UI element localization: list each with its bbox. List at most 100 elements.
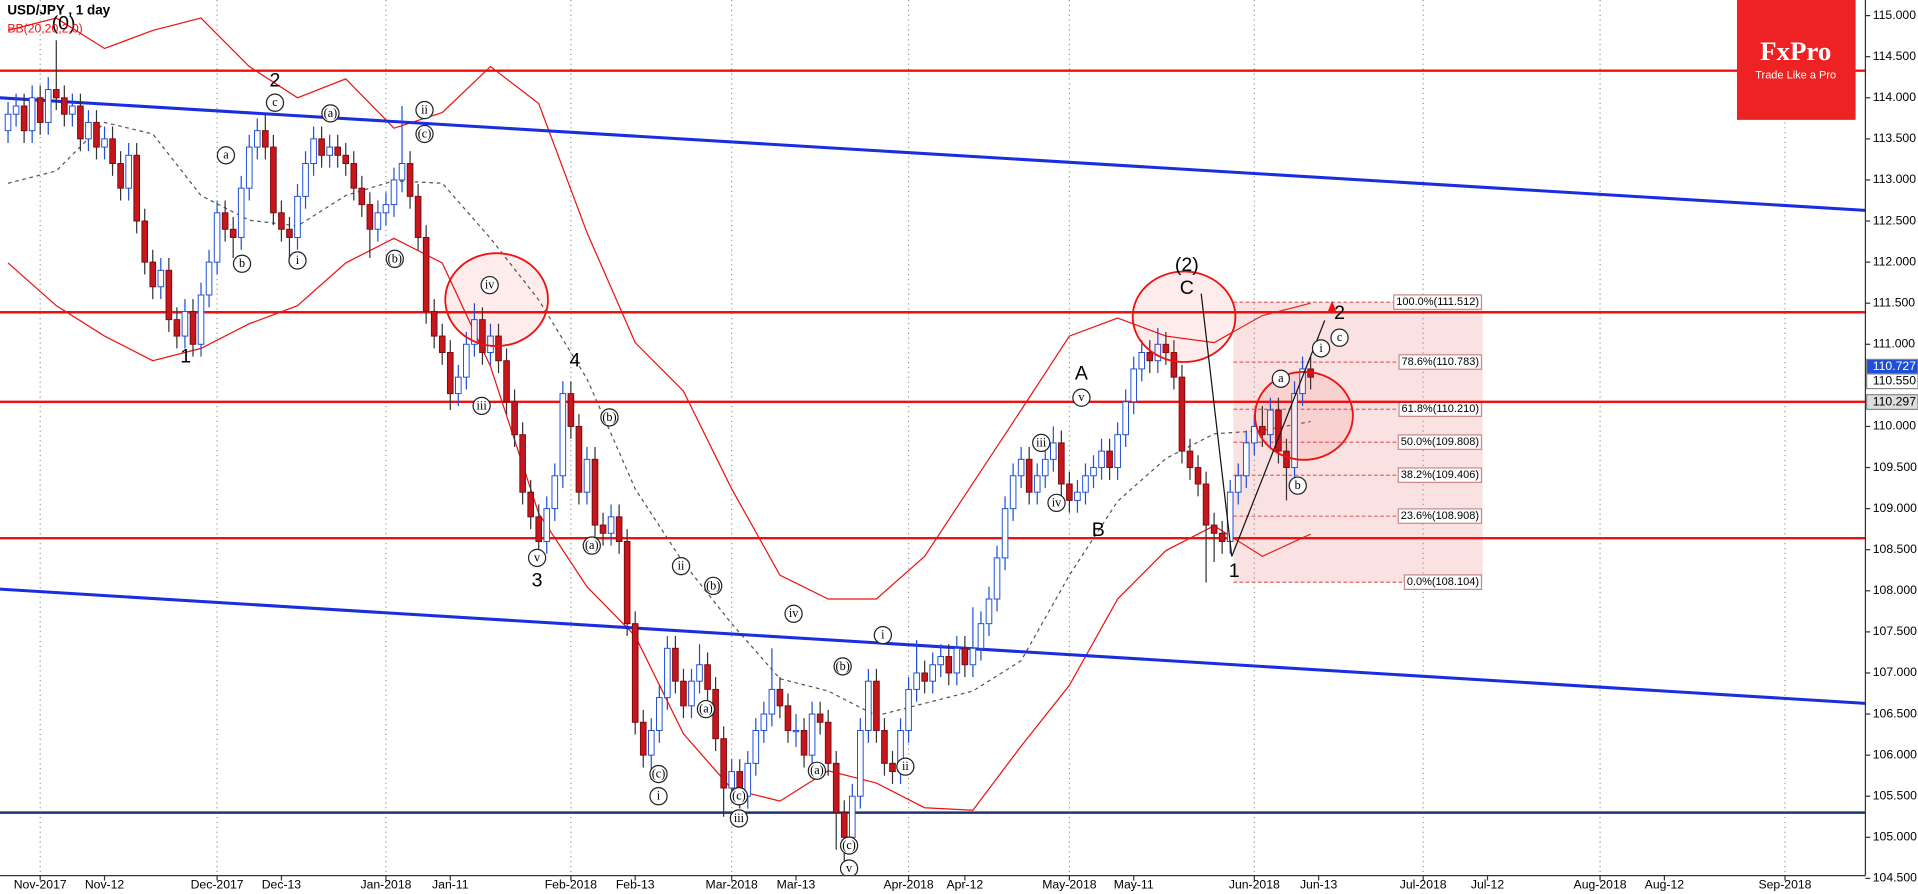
highlight-ellipse	[444, 252, 549, 348]
y-tick-label: 109.000	[1873, 501, 1917, 515]
candle-body	[647, 729, 655, 756]
fib-label: 50.0%(109.808)	[1401, 436, 1479, 448]
candle-body	[1066, 483, 1073, 501]
candle-body	[857, 729, 864, 797]
wave-label: i	[657, 789, 661, 803]
candle-body	[101, 138, 108, 148]
candle-body	[463, 343, 470, 378]
x-tick-label: May-11	[1114, 878, 1154, 892]
wave-label: (c)	[652, 766, 666, 780]
candle-body	[205, 261, 213, 296]
y-tick-label: 114.000	[1873, 90, 1916, 104]
wave-label: ii	[421, 103, 428, 117]
candle-body	[583, 458, 591, 493]
candle-body	[873, 680, 880, 731]
logo-tagline: Trade Like a Pro	[1755, 70, 1836, 82]
candle-body	[4, 113, 12, 132]
fib-label: 38.2%(109.406)	[1401, 469, 1479, 481]
x-tick-label: Dec-13	[262, 878, 302, 892]
x-tick-label: Jan-11	[432, 878, 469, 892]
candle-body	[1186, 450, 1194, 469]
bollinger-upper	[7, 17, 1311, 600]
fib-label: 0.0%(108.104)	[1407, 576, 1479, 588]
annotation-circle	[671, 556, 691, 576]
candle-body	[1114, 434, 1121, 469]
candle-body	[430, 310, 438, 337]
candle-body	[69, 105, 76, 115]
candle-body	[1202, 483, 1210, 526]
wave-label: (a)	[585, 538, 599, 552]
wave-label: b	[239, 256, 245, 270]
logo-name: FxPro	[1760, 36, 1831, 66]
candle-body	[913, 672, 920, 690]
candle-body	[1146, 352, 1154, 362]
candle-body	[318, 138, 325, 156]
x-tick-label: Dec-2017	[191, 878, 244, 892]
candle-body	[20, 105, 28, 132]
candle-body	[1154, 343, 1162, 362]
wave-label: 1	[180, 345, 191, 367]
y-tick-label: 111.000	[1873, 337, 1916, 351]
candle-body	[398, 163, 406, 181]
candles	[4, 40, 1314, 871]
trend-line	[0, 96, 1866, 212]
wave-label: 1	[1229, 560, 1240, 582]
y-axis-band	[1865, 0, 1918, 894]
candle-body	[784, 705, 792, 731]
price-tag	[1866, 394, 1918, 411]
wave-label: (b)	[388, 251, 402, 265]
annotation-circle	[1271, 369, 1291, 388]
annotation-circle	[1330, 328, 1349, 347]
wave-line	[1200, 293, 1326, 557]
candle-body	[1251, 425, 1258, 444]
candle-body	[366, 204, 374, 230]
annotation-circle	[696, 699, 716, 719]
fib-label: 23.6%(108.908)	[1401, 510, 1479, 522]
wave-label: iii	[1036, 435, 1047, 449]
candle-body	[1098, 450, 1105, 469]
candle-body	[1259, 425, 1266, 436]
candle-body	[149, 261, 157, 288]
candle-body	[197, 294, 205, 345]
candle-body	[189, 310, 197, 345]
candle-body	[840, 812, 848, 838]
wave-label: (b)	[602, 410, 616, 424]
annotation-circle	[232, 254, 252, 273]
candle-body	[808, 713, 816, 756]
x-tick-label: Apr-2018	[883, 878, 933, 892]
y-tick-label: 112.000	[1873, 254, 1916, 268]
candle-body	[334, 146, 342, 156]
candle-body	[1082, 475, 1089, 493]
x-tick-label: May-2018	[1042, 878, 1097, 892]
annotation-circle	[1032, 433, 1051, 453]
candle-body	[1234, 475, 1242, 493]
candle-body	[495, 335, 502, 362]
wave-label: A	[1075, 363, 1088, 385]
x-tick-label: Jan-2018	[360, 878, 411, 892]
candle-body	[905, 688, 912, 731]
candle-body	[776, 688, 784, 707]
candle-body	[286, 228, 293, 238]
candle-body	[213, 212, 221, 263]
highlights	[444, 252, 1354, 461]
candle-body	[245, 146, 253, 189]
x-tick-label: Jun-2018	[1229, 878, 1280, 892]
wave-label: b	[1295, 478, 1301, 492]
fib-label-box	[1397, 467, 1483, 484]
wave-label: iii	[477, 398, 488, 412]
annotation-circle	[704, 576, 723, 596]
x-tick-label: Feb-2018	[545, 878, 598, 892]
annotations: (0)2c(a) ii(c)ab i (b)1iviii4(b)v3(a)ii(b)i…	[52, 13, 1349, 878]
candle-body	[358, 187, 366, 206]
candle-body	[511, 401, 518, 436]
candle-body	[977, 623, 985, 649]
highlight-ellipse	[1254, 370, 1354, 461]
wave-label: c	[1337, 330, 1343, 344]
wave-label: i	[1319, 341, 1323, 355]
candle-body	[664, 647, 671, 699]
candle-body	[688, 680, 695, 707]
chart-title: USD/JPY , 1 day	[7, 3, 110, 18]
candle-body	[1138, 352, 1146, 370]
candle-body	[406, 163, 414, 197]
